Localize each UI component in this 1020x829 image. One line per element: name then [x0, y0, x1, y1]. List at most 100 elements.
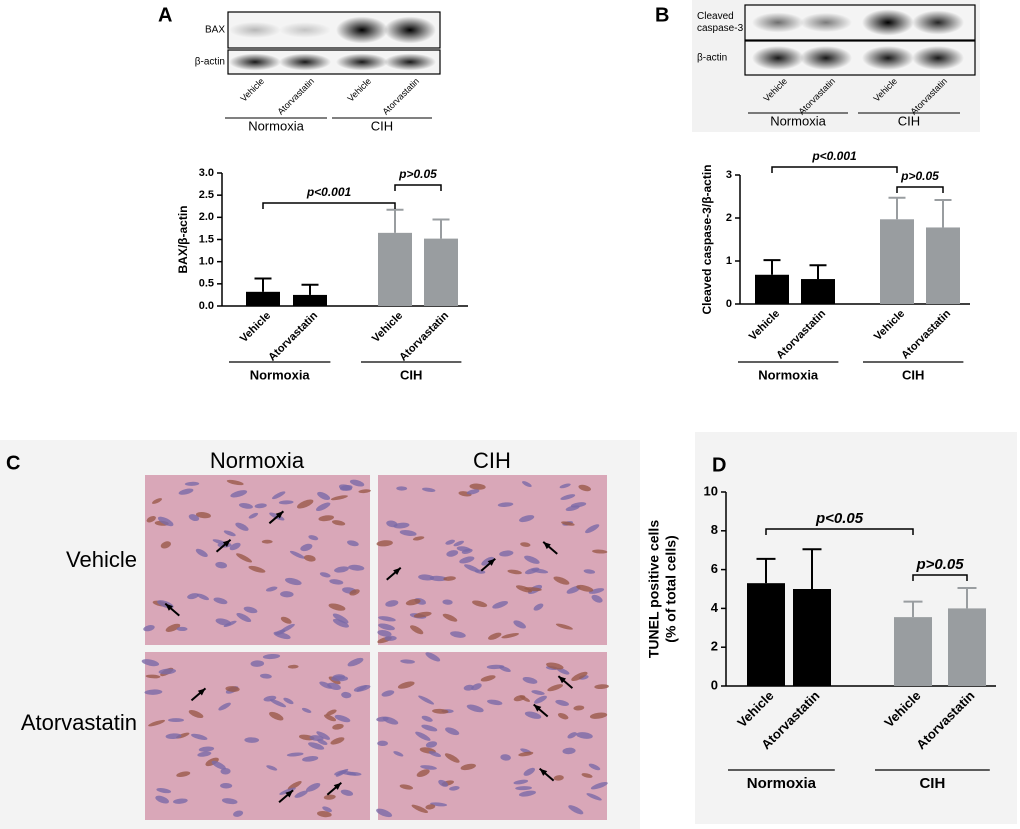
nucleus — [519, 515, 535, 523]
bar — [378, 232, 412, 306]
nucleus — [330, 495, 348, 501]
nucleus — [280, 616, 292, 624]
nucleus — [338, 484, 353, 491]
nucleus — [233, 810, 244, 817]
nucleus — [446, 550, 459, 557]
nucleus — [322, 806, 332, 813]
nucleus — [271, 491, 286, 500]
nucleus — [466, 489, 480, 495]
nucleus — [559, 483, 571, 489]
nucleus — [378, 616, 396, 622]
nucleus — [187, 593, 199, 600]
nucleus — [472, 600, 488, 608]
nucleus — [432, 708, 449, 714]
nucleus — [230, 490, 248, 498]
nucleus — [250, 660, 265, 667]
nucleus — [555, 699, 569, 706]
blot-band — [862, 9, 914, 36]
nucleus — [513, 620, 526, 629]
nucleus — [443, 576, 456, 581]
blot-band — [279, 22, 331, 38]
nucleus — [248, 512, 259, 519]
y-axis-label: (% of total cells) — [663, 535, 679, 642]
y-tick-label: 4 — [711, 600, 719, 615]
nucleus — [198, 746, 215, 752]
nucleus — [576, 732, 593, 739]
nucleus — [254, 503, 267, 509]
nucleus — [278, 500, 294, 505]
nucleus — [533, 603, 544, 611]
error-bar — [432, 218, 450, 239]
nucleus — [317, 739, 328, 746]
nucleus — [226, 479, 244, 486]
y-tick-label: 2 — [711, 639, 718, 654]
nucleus — [319, 681, 332, 689]
nucleus — [236, 553, 253, 563]
nucleus — [301, 707, 312, 713]
nucleus — [346, 540, 359, 547]
nucleus — [225, 686, 240, 692]
arrow-head — [333, 782, 342, 790]
nucleus — [348, 564, 365, 571]
arrow-head — [197, 688, 206, 696]
nucleus — [588, 763, 601, 771]
bar — [793, 589, 831, 686]
row-label: Vehicle — [66, 547, 137, 572]
blot-lane-label: Atorvastatin — [275, 76, 316, 117]
significance-bracket — [394, 184, 442, 191]
nucleus — [524, 711, 542, 719]
nucleus — [303, 555, 316, 562]
bar — [801, 279, 835, 304]
nucleus — [557, 712, 569, 720]
nucleus — [521, 481, 532, 488]
nucleus — [243, 606, 258, 614]
bar — [926, 227, 960, 304]
nucleus — [547, 684, 564, 692]
nucleus — [176, 771, 191, 778]
nucleus — [300, 543, 313, 552]
nucleus — [294, 790, 308, 798]
blot-band — [800, 12, 852, 33]
x-tick-label: Vehicle — [370, 310, 405, 345]
nucleus — [148, 719, 166, 727]
nucleus — [317, 811, 332, 818]
significance-label: p>0.05 — [915, 556, 964, 573]
panel-label: D — [712, 454, 726, 476]
y-tick-label: 2 — [726, 212, 732, 224]
bar — [747, 583, 785, 686]
nucleus — [453, 540, 464, 547]
nucleus — [286, 752, 304, 757]
blot-band — [336, 16, 388, 44]
nucleus — [445, 727, 460, 736]
y-tick-label: 3 — [726, 169, 732, 181]
arrow-head — [533, 704, 542, 712]
nucleus — [413, 611, 432, 618]
y-tick-label: 0 — [726, 298, 732, 310]
nucleus — [191, 733, 208, 740]
nucleus — [513, 779, 529, 785]
group-label: Normoxia — [747, 775, 817, 792]
nucleus — [287, 664, 299, 669]
panel-label: C — [6, 452, 20, 474]
nucleus — [425, 804, 436, 810]
blot-band — [336, 53, 388, 71]
nucleus — [531, 690, 545, 695]
nucleus — [515, 585, 532, 593]
nucleus — [165, 733, 182, 739]
nucleus — [160, 541, 171, 549]
error-bar — [763, 259, 781, 275]
error-bar — [386, 208, 404, 233]
error-bar — [888, 196, 906, 220]
nucleus — [238, 503, 253, 509]
error-bar — [802, 548, 822, 589]
nucleus — [397, 681, 415, 689]
nucleus — [445, 539, 456, 545]
nucleus — [492, 601, 509, 609]
nucleus — [405, 598, 421, 606]
nucleus — [486, 664, 505, 670]
blot-band — [912, 45, 964, 71]
panel-label: B — [655, 4, 669, 26]
nucleus — [518, 790, 536, 797]
nucleus — [396, 486, 408, 491]
nucleus — [324, 714, 337, 722]
